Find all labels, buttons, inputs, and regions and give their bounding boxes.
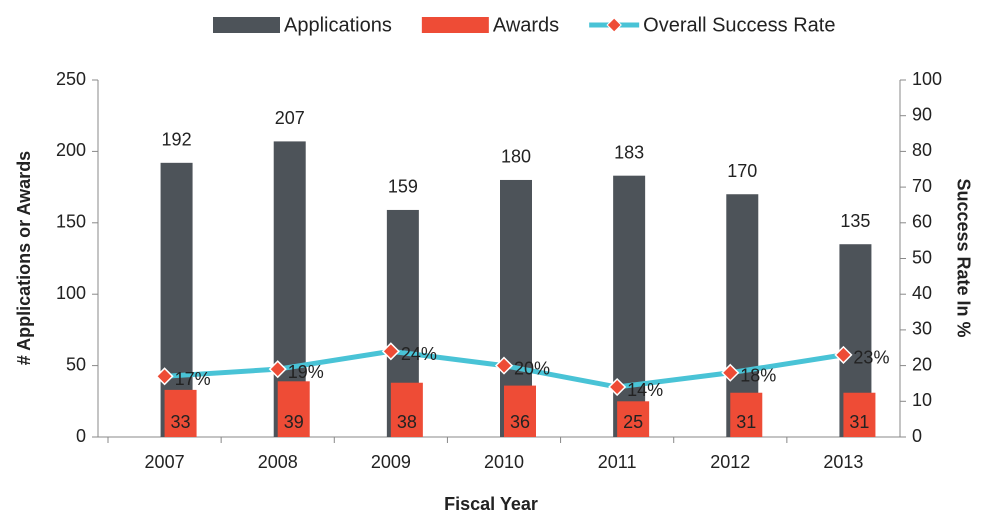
legend-swatch <box>421 17 489 33</box>
y-tick-label: 0 <box>76 426 86 446</box>
x-tick-label: 2012 <box>710 452 750 472</box>
y2-tick-label: 30 <box>912 319 932 339</box>
bar <box>617 401 650 437</box>
line-value-label: 24% <box>401 344 437 364</box>
y2-tick-label: 10 <box>912 390 932 410</box>
marker <box>608 377 627 397</box>
line-value-label: 19% <box>288 362 324 382</box>
legend-swatch <box>213 17 280 33</box>
legend-label: Awards <box>493 14 559 36</box>
y2-tick-label: 0 <box>912 426 922 446</box>
bar-value-label: 39 <box>284 412 304 432</box>
y2-tick-label: 80 <box>912 140 932 160</box>
bar <box>504 385 536 437</box>
bar-value-label: 207 <box>275 108 305 128</box>
y2-tick-label: 20 <box>912 354 932 374</box>
y-tick-label: 150 <box>56 212 86 232</box>
y-tick-label: 250 <box>56 69 86 89</box>
bar-value-label: 135 <box>840 211 870 231</box>
y2-tick-label: 60 <box>912 212 932 232</box>
x-tick-label: 2010 <box>484 452 524 472</box>
marker <box>494 356 514 375</box>
bar-value-label: 31 <box>849 412 869 432</box>
bar-value-label: 183 <box>614 142 644 162</box>
bar <box>390 382 423 437</box>
y2-axis-title: Success Rate In % <box>953 178 973 337</box>
bar-value-label: 33 <box>171 412 191 432</box>
line-value-label: 14% <box>627 380 663 400</box>
bar-value-label: 38 <box>397 412 417 432</box>
bar-value-label: 192 <box>162 130 192 150</box>
bar <box>730 392 763 437</box>
y2-tick-label: 70 <box>912 176 932 196</box>
y2-tick-label: 40 <box>912 283 932 303</box>
legend-label: Applications <box>284 14 392 36</box>
bar-value-label: 159 <box>388 177 418 197</box>
x-axis-title: Fiscal Year <box>444 494 538 514</box>
legend-marker <box>606 17 622 33</box>
line-value-label: 17% <box>175 369 211 389</box>
x-tick-label: 2008 <box>258 452 298 472</box>
y-tick-label: 50 <box>66 354 86 374</box>
marker <box>155 367 174 386</box>
x-tick-label: 2007 <box>145 452 185 472</box>
line-value-label: 18% <box>740 365 776 385</box>
line-value-label: 23% <box>853 348 889 368</box>
bar-value-label: 36 <box>510 412 530 432</box>
marker <box>381 342 400 361</box>
y2-tick-label: 50 <box>912 247 932 267</box>
bar-value-label: 170 <box>727 161 757 181</box>
marker <box>834 345 853 364</box>
bar-value-label: 180 <box>501 147 531 167</box>
bar <box>164 389 197 437</box>
y-axis-title: # Applications or Awards <box>14 151 34 365</box>
y-tick-label: 200 <box>56 140 86 160</box>
bar <box>843 392 876 437</box>
marker <box>268 360 287 379</box>
legend-label: Overall Success Rate <box>643 14 835 36</box>
y2-tick-label: 100 <box>912 69 942 89</box>
x-tick-label: 2011 <box>598 452 637 472</box>
y2-tick-label: 90 <box>912 104 932 124</box>
bar-value-label: 31 <box>736 412 756 432</box>
marker <box>721 363 740 382</box>
bar <box>277 381 310 437</box>
x-tick-label: 2009 <box>371 452 411 472</box>
y-tick-label: 100 <box>56 283 86 303</box>
line-value-label: 20% <box>514 358 550 378</box>
x-tick-label: 2013 <box>823 452 863 472</box>
bar-value-label: 25 <box>623 412 643 432</box>
